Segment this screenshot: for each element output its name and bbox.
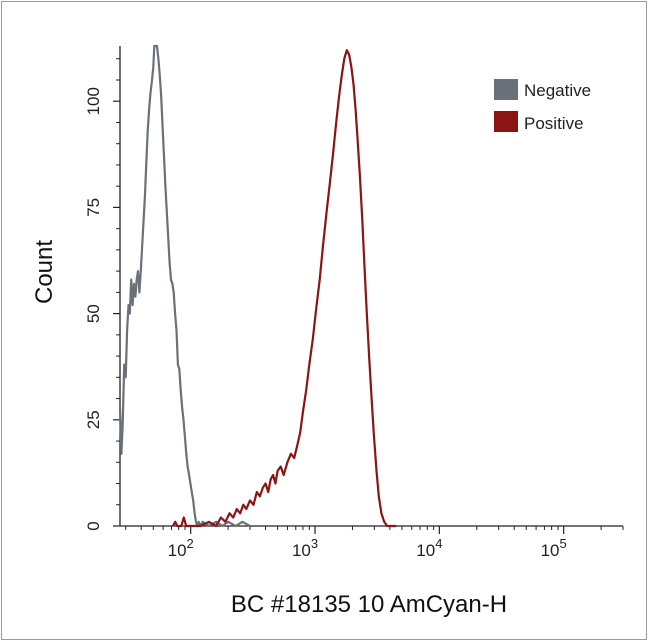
x-tick-label: 104	[416, 536, 442, 560]
y-tick-label: 100	[84, 87, 103, 115]
legend-swatch-positive	[494, 111, 518, 132]
y-axis-ticks: 0 25 50 75 100	[84, 58, 120, 531]
x-axis-title: BC #18135 10 AmCyan-H	[231, 591, 507, 618]
legend-label-positive: Positive	[524, 114, 584, 133]
x-tick-label: 102	[168, 536, 194, 560]
legend: Negative Positive	[494, 79, 591, 133]
x-axis-ticks: 102 103 104 105	[125, 526, 624, 560]
data-series	[118, 44, 397, 528]
series-line-negative	[118, 44, 251, 528]
y-tick-label: 25	[84, 410, 103, 429]
legend-label-negative: Negative	[524, 81, 591, 100]
legend-swatch-negative	[494, 79, 518, 100]
x-tick-label: 105	[541, 536, 567, 560]
series-line-positive	[172, 49, 397, 528]
y-tick-label: 75	[84, 198, 103, 217]
y-tick-label: 0	[84, 521, 103, 530]
x-tick-label: 103	[292, 536, 318, 560]
y-tick-label: 50	[84, 304, 103, 323]
y-axis-title: Count	[31, 240, 58, 304]
